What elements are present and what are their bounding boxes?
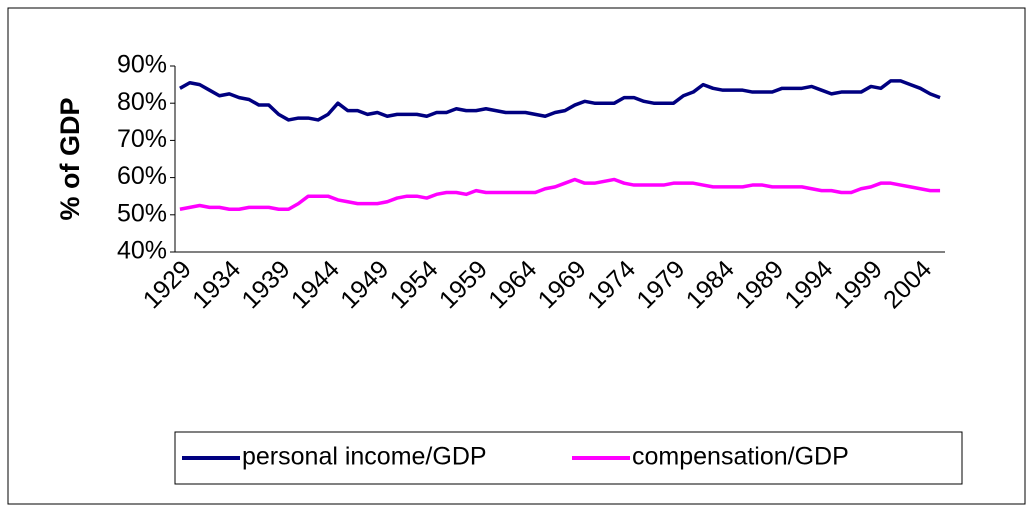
y-axis-label: % of GDP xyxy=(55,97,85,220)
series-line xyxy=(179,79,941,122)
y-tick-label: 80% xyxy=(117,88,167,116)
legend-label: personal income/GDP xyxy=(242,443,487,471)
y-tick-label: 90% xyxy=(117,51,167,79)
y-tick-label: 50% xyxy=(117,199,167,227)
y-tick-label: 40% xyxy=(117,237,167,265)
series-line xyxy=(179,177,941,211)
y-tick-label: 70% xyxy=(117,125,167,153)
legend-label: compensation/GDP xyxy=(632,443,849,471)
legend-box xyxy=(174,431,963,485)
y-tick-label: 60% xyxy=(117,162,167,190)
